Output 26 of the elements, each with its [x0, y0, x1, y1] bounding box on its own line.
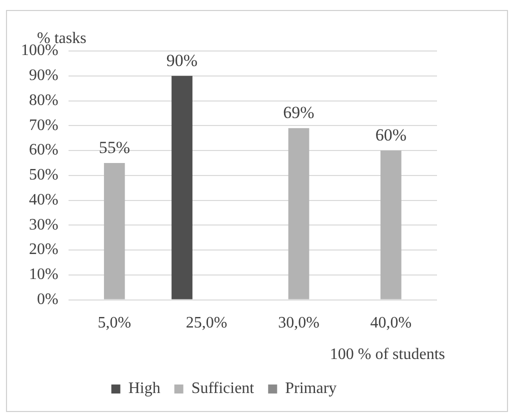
y-tick-label: 0% — [37, 291, 58, 308]
bar — [288, 128, 310, 300]
legend-label: Sufficient — [191, 380, 255, 398]
legend-label: High — [128, 380, 160, 398]
y-tick-label: 90% — [29, 67, 58, 84]
y-tick-label: 80% — [29, 92, 58, 109]
data-label: 60% — [375, 125, 406, 144]
data-label: 55% — [98, 138, 130, 157]
y-tick-label: 50% — [29, 166, 58, 184]
bar — [380, 150, 402, 300]
bar — [104, 162, 125, 300]
x-tick-label: 40,0% — [370, 314, 412, 332]
data-label: 90% — [166, 50, 198, 70]
legend-label: Primary — [285, 380, 337, 398]
bar — [172, 76, 192, 300]
y-tick-label: 10% — [29, 266, 58, 284]
x-tick-label: 25,0% — [186, 314, 228, 332]
x-axis-title: 100 % of students — [330, 346, 445, 364]
y-tick-label: 70% — [29, 116, 58, 134]
y-tick-label: 20% — [29, 241, 58, 258]
data-label: 69% — [283, 103, 314, 122]
x-tick-label: 5,0% — [98, 314, 132, 332]
y-tick-label: 40% — [29, 191, 58, 208]
y-tick-label: 60% — [29, 142, 58, 159]
y-tick-label: 30% — [29, 216, 58, 234]
x-tick-label: 30,0% — [278, 314, 320, 332]
